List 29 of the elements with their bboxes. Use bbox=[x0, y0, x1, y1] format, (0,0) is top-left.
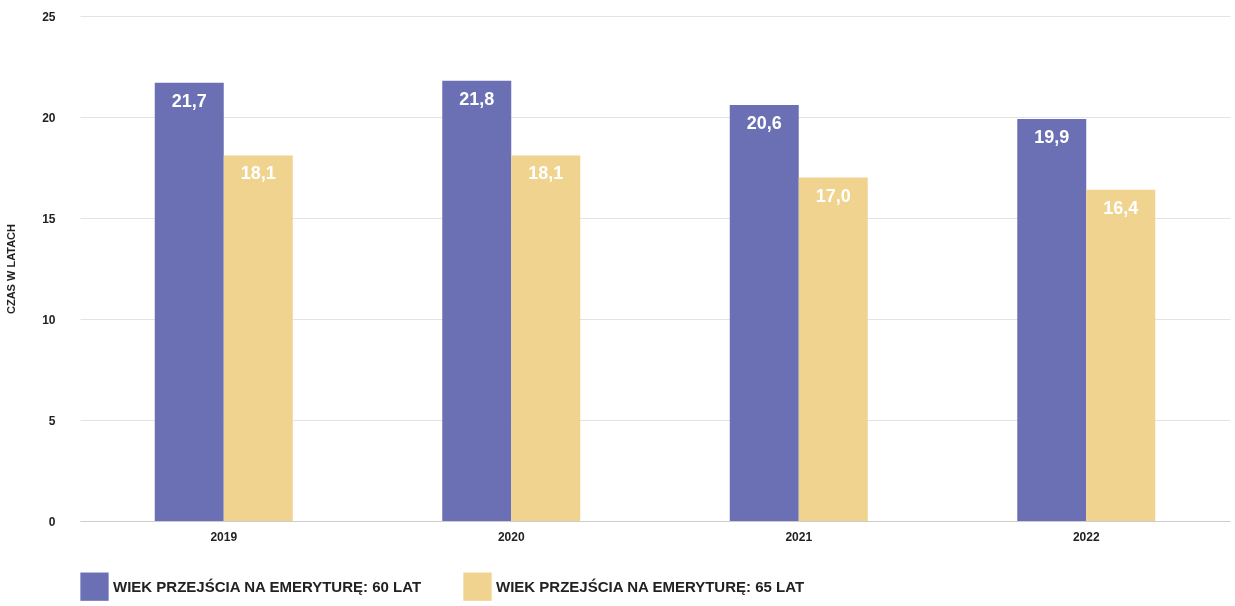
data-label: 21,8 bbox=[459, 88, 495, 109]
legend-label: WIEK PRZEJŚCIA NA EMERYTURĘ: 65 LAT bbox=[496, 577, 805, 595]
data-label: 17,0 bbox=[815, 185, 851, 206]
data-label: 18,1 bbox=[240, 163, 276, 184]
data-label: 21,7 bbox=[171, 90, 207, 111]
x-tick-label: 2022 bbox=[1072, 529, 1100, 544]
data-label: 19,9 bbox=[1034, 127, 1070, 148]
bar bbox=[154, 82, 224, 521]
y-tick-label: 15 bbox=[42, 211, 56, 226]
y-tick-label: 25 bbox=[42, 9, 56, 24]
bar bbox=[798, 177, 868, 521]
data-label: 16,4 bbox=[1103, 197, 1139, 218]
bar bbox=[223, 155, 293, 521]
y-tick-label: 20 bbox=[42, 110, 56, 125]
y-axis-title: CZAS W LATACH bbox=[5, 223, 18, 315]
x-tick-label: 2020 bbox=[497, 529, 525, 544]
y-tick-label: 10 bbox=[42, 312, 56, 327]
bar bbox=[511, 155, 581, 521]
data-label: 20,6 bbox=[746, 112, 782, 133]
bar bbox=[1086, 189, 1156, 521]
legend-label: WIEK PRZEJŚCIA NA EMERYTURĘ: 60 LAT bbox=[113, 577, 422, 595]
data-label: 18,1 bbox=[528, 163, 564, 184]
bar bbox=[729, 104, 799, 521]
y-tick-label: 0 bbox=[48, 514, 56, 529]
x-tick-label: 2021 bbox=[785, 529, 813, 544]
x-tick-label: 2019 bbox=[210, 529, 238, 544]
bar bbox=[1017, 119, 1087, 521]
bar bbox=[442, 80, 512, 521]
y-tick-label: 5 bbox=[48, 413, 56, 428]
